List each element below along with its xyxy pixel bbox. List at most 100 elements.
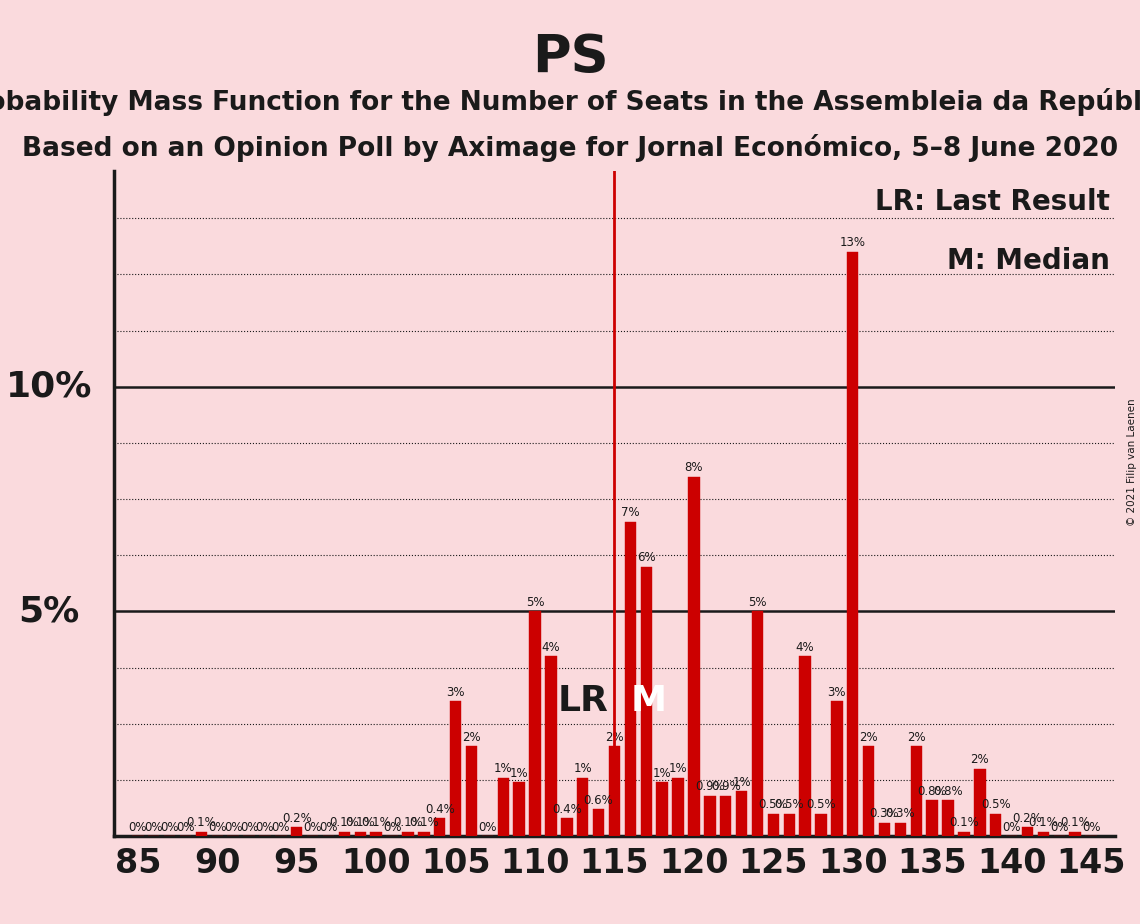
Text: 0.8%: 0.8%: [934, 784, 963, 797]
Text: 0.5%: 0.5%: [806, 798, 836, 811]
Text: 1%: 1%: [653, 767, 671, 780]
Text: Based on an Opinion Poll by Aximage for Jornal Económico, 5–8 June 2020: Based on an Opinion Poll by Aximage for …: [22, 134, 1118, 162]
Bar: [975, 769, 986, 836]
Text: 0%: 0%: [271, 821, 290, 833]
Text: 5%: 5%: [748, 596, 767, 609]
Bar: [863, 747, 874, 836]
Text: 0%: 0%: [145, 821, 163, 833]
Text: 7%: 7%: [621, 505, 640, 519]
Text: 3%: 3%: [447, 686, 465, 699]
Bar: [911, 747, 922, 836]
Text: M: M: [630, 685, 667, 718]
Bar: [402, 832, 414, 836]
Bar: [1037, 832, 1049, 836]
Text: 1%: 1%: [669, 762, 687, 775]
Bar: [689, 477, 700, 836]
Text: 13%: 13%: [840, 237, 865, 249]
Text: 0.2%: 0.2%: [282, 811, 311, 824]
Bar: [751, 612, 763, 836]
Text: 0.9%: 0.9%: [695, 780, 725, 793]
Text: 1%: 1%: [732, 775, 751, 788]
Bar: [735, 791, 748, 836]
Text: 4%: 4%: [796, 640, 814, 653]
Text: 0.1%: 0.1%: [950, 816, 979, 829]
Text: 0.1%: 0.1%: [409, 816, 439, 829]
Bar: [513, 783, 524, 836]
Bar: [783, 814, 795, 836]
Text: 0%: 0%: [239, 821, 259, 833]
Text: 0.9%: 0.9%: [711, 780, 741, 793]
Text: 2%: 2%: [860, 731, 878, 744]
Text: 0.4%: 0.4%: [425, 803, 455, 816]
Text: 0.3%: 0.3%: [886, 807, 915, 820]
Text: 1%: 1%: [494, 762, 513, 775]
Bar: [959, 832, 970, 836]
Text: 2%: 2%: [462, 731, 481, 744]
Bar: [529, 612, 540, 836]
Bar: [625, 521, 636, 836]
Text: 0%: 0%: [1082, 821, 1100, 833]
Bar: [673, 778, 684, 836]
Text: LR: LR: [557, 685, 608, 718]
Text: 0%: 0%: [303, 821, 321, 833]
Text: © 2021 Filip van Laenen: © 2021 Filip van Laenen: [1127, 398, 1137, 526]
Text: 2%: 2%: [907, 731, 926, 744]
Text: 0%: 0%: [1002, 821, 1021, 833]
Bar: [545, 656, 556, 836]
Text: 0.1%: 0.1%: [393, 816, 423, 829]
Bar: [370, 832, 382, 836]
Text: 4%: 4%: [542, 640, 560, 653]
Text: 1%: 1%: [573, 762, 592, 775]
Text: 0.1%: 0.1%: [1028, 816, 1058, 829]
Bar: [577, 778, 588, 836]
Bar: [767, 814, 779, 836]
Text: 0%: 0%: [319, 821, 337, 833]
Text: 0.1%: 0.1%: [329, 816, 359, 829]
Text: 8%: 8%: [685, 461, 703, 474]
Text: 5%: 5%: [526, 596, 544, 609]
Bar: [434, 819, 446, 836]
Bar: [847, 252, 858, 836]
Bar: [593, 809, 604, 836]
Bar: [450, 701, 462, 836]
Text: Probability Mass Function for the Number of Seats in the Assembleia da República: Probability Mass Function for the Number…: [0, 88, 1140, 116]
Text: 0%: 0%: [177, 821, 195, 833]
Text: PS: PS: [531, 32, 609, 84]
Bar: [497, 778, 508, 836]
Text: 0%: 0%: [129, 821, 147, 833]
Text: 10%: 10%: [6, 370, 92, 404]
Text: 0.8%: 0.8%: [918, 784, 947, 797]
Text: 0.5%: 0.5%: [758, 798, 788, 811]
Bar: [705, 796, 716, 836]
Text: 0.2%: 0.2%: [1012, 811, 1042, 824]
Text: 0.4%: 0.4%: [552, 803, 581, 816]
Bar: [641, 566, 652, 836]
Text: 2%: 2%: [605, 731, 624, 744]
Bar: [815, 814, 826, 836]
Text: 0.5%: 0.5%: [774, 798, 804, 811]
Bar: [895, 822, 906, 836]
Text: 0%: 0%: [383, 821, 401, 833]
Text: 1%: 1%: [510, 767, 529, 780]
Text: 0%: 0%: [255, 821, 275, 833]
Bar: [291, 827, 302, 836]
Text: LR: Last Result: LR: Last Result: [876, 188, 1110, 215]
Bar: [355, 832, 366, 836]
Bar: [1021, 827, 1033, 836]
Bar: [927, 800, 938, 836]
Text: M: Median: M: Median: [947, 248, 1110, 275]
Bar: [943, 800, 954, 836]
Text: 0%: 0%: [478, 821, 497, 833]
Text: 0%: 0%: [161, 821, 179, 833]
Bar: [466, 747, 478, 836]
Text: 0%: 0%: [223, 821, 243, 833]
Text: 0.1%: 0.1%: [345, 816, 375, 829]
Text: 0.5%: 0.5%: [980, 798, 1010, 811]
Bar: [609, 747, 620, 836]
Bar: [418, 832, 430, 836]
Text: 2%: 2%: [970, 753, 990, 766]
Text: 0.3%: 0.3%: [870, 807, 899, 820]
Text: 0.1%: 0.1%: [187, 816, 217, 829]
Text: 0.6%: 0.6%: [584, 794, 613, 807]
Text: 3%: 3%: [828, 686, 846, 699]
